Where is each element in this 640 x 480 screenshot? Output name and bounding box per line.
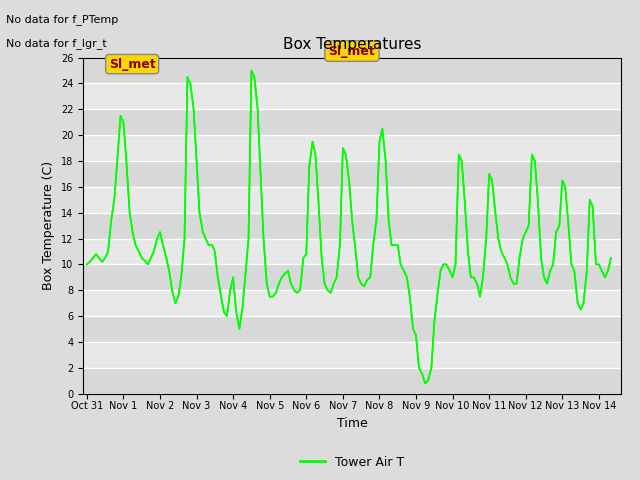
Bar xyxy=(83,109,621,135)
Bar xyxy=(83,161,621,187)
Text: No data for f_PTemp: No data for f_PTemp xyxy=(6,14,118,25)
Bar xyxy=(83,290,621,316)
Legend: Tower Air T: Tower Air T xyxy=(295,451,409,474)
X-axis label: Time: Time xyxy=(337,417,367,430)
Bar xyxy=(83,368,621,394)
Bar xyxy=(83,316,621,342)
Bar xyxy=(83,84,621,109)
Bar xyxy=(83,264,621,290)
Bar xyxy=(83,342,621,368)
Bar xyxy=(83,135,621,161)
Bar xyxy=(83,58,621,84)
Y-axis label: Box Temperature (C): Box Temperature (C) xyxy=(42,161,56,290)
Text: No data for f_lgr_t: No data for f_lgr_t xyxy=(6,38,107,49)
Text: Sl_met: Sl_met xyxy=(328,45,376,58)
Bar xyxy=(83,239,621,264)
Text: Sl_met: Sl_met xyxy=(109,58,156,71)
Bar xyxy=(83,187,621,213)
Title: Box Temperatures: Box Temperatures xyxy=(283,37,421,52)
Bar xyxy=(83,213,621,239)
